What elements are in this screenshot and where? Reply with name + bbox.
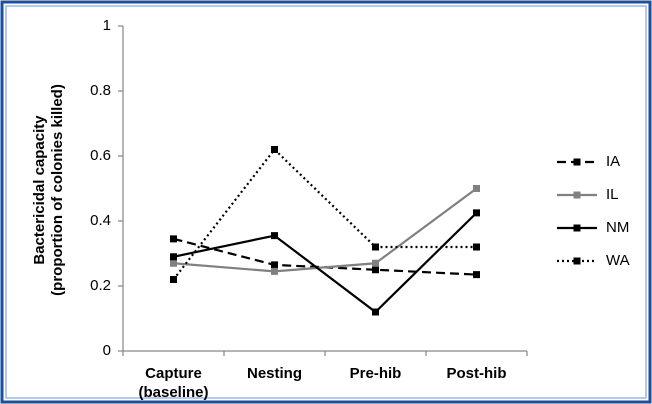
x-tick-label: Nesting (246, 365, 302, 382)
y-tick-label: 0.8 (90, 82, 111, 99)
legend-label: NM (606, 219, 629, 236)
marker (473, 185, 480, 192)
legend-marker (573, 224, 581, 232)
marker (372, 243, 379, 251)
y-tick-label: 0 (103, 342, 111, 359)
x-tick-label: Pre-hib (349, 365, 402, 382)
x-tick-label: Capture (baseline) (138, 365, 209, 401)
marker (271, 232, 278, 240)
marker (372, 308, 379, 316)
marker (372, 259, 379, 267)
marker (170, 253, 177, 261)
y-tick-label: 0.2 (90, 277, 111, 294)
series-line (173, 212, 478, 314)
marker (473, 243, 480, 251)
series-line (172, 147, 477, 281)
y-axis-label: Bactericidal capacity (31, 115, 48, 265)
legend-label: IL (606, 186, 619, 203)
x-tick-label: Post-hib (446, 365, 507, 382)
marker (372, 266, 379, 274)
marker (271, 146, 278, 153)
marker (170, 259, 177, 267)
y-axis-label: (proportion of colonies killed) (49, 84, 66, 296)
series-line (173, 187, 478, 273)
marker (473, 271, 480, 279)
legend-marker (573, 158, 581, 166)
y-tick-label: 0.4 (90, 212, 111, 229)
marker (271, 267, 278, 275)
legend-marker (573, 191, 581, 199)
legend-marker (573, 257, 581, 265)
inner-frame (5, 5, 647, 399)
y-tick-label: 1 (103, 17, 111, 34)
marker (473, 209, 480, 217)
marker (170, 276, 177, 283)
legend-label: WA (606, 252, 630, 269)
marker (170, 235, 177, 243)
legend-label: IA (606, 153, 620, 170)
y-tick-label: 0.6 (90, 147, 111, 164)
marker (271, 261, 278, 269)
